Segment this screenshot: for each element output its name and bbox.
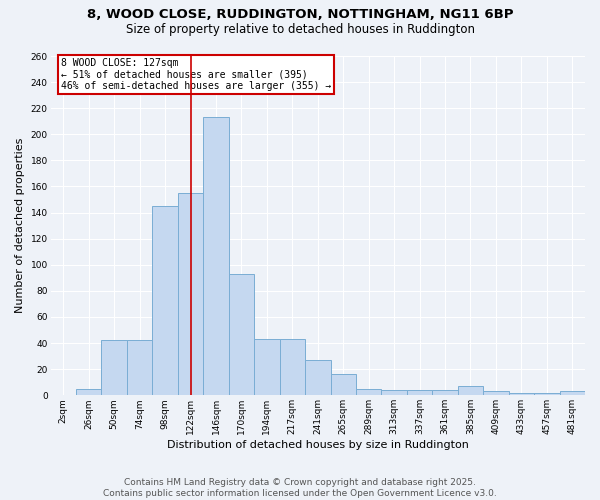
Bar [509, 392, 534, 396]
Bar [76, 389, 101, 396]
Bar [356, 389, 382, 396]
Bar [331, 374, 356, 396]
Bar [458, 386, 483, 396]
Bar [305, 360, 331, 396]
Bar [534, 392, 560, 396]
Text: 8, WOOD CLOSE, RUDDINGTON, NOTTINGHAM, NG11 6BP: 8, WOOD CLOSE, RUDDINGTON, NOTTINGHAM, N… [87, 8, 513, 20]
Bar [382, 390, 407, 396]
Bar [203, 118, 229, 396]
Text: 8 WOOD CLOSE: 127sqm
← 51% of detached houses are smaller (395)
46% of semi-deta: 8 WOOD CLOSE: 127sqm ← 51% of detached h… [61, 58, 332, 91]
Bar [152, 206, 178, 396]
Bar [483, 392, 509, 396]
Bar [254, 339, 280, 396]
Bar [560, 392, 585, 396]
Bar [229, 274, 254, 396]
Bar [280, 339, 305, 396]
Text: Contains HM Land Registry data © Crown copyright and database right 2025.
Contai: Contains HM Land Registry data © Crown c… [103, 478, 497, 498]
Text: Size of property relative to detached houses in Ruddington: Size of property relative to detached ho… [125, 22, 475, 36]
Bar [178, 193, 203, 396]
Bar [407, 390, 433, 396]
Bar [127, 340, 152, 396]
Bar [433, 390, 458, 396]
X-axis label: Distribution of detached houses by size in Ruddington: Distribution of detached houses by size … [167, 440, 469, 450]
Bar [101, 340, 127, 396]
Y-axis label: Number of detached properties: Number of detached properties [15, 138, 25, 314]
